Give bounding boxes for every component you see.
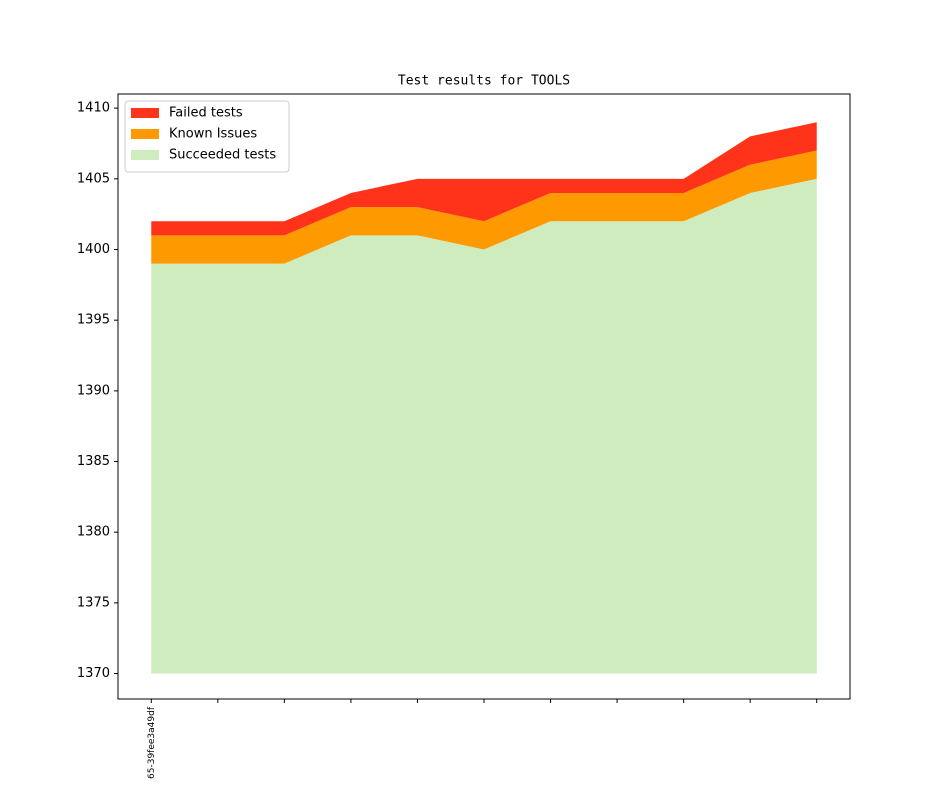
legend-label: Succeeded tests (169, 148, 276, 163)
legend-label: Known Issues (169, 127, 257, 142)
y-tick-label: 1400 (77, 242, 110, 257)
y-tick-label: 1395 (77, 313, 110, 328)
legend-swatch (131, 108, 159, 118)
area (151, 122, 817, 236)
legend-box (124, 100, 290, 173)
y-tick-label: 1410 (77, 101, 110, 116)
legend-label: Failed tests (169, 106, 243, 121)
y-tick-label: 1370 (77, 666, 110, 681)
legend-swatch (131, 150, 159, 160)
y-tick-label: 1385 (77, 454, 110, 469)
y-tick-label: 1390 (77, 383, 110, 398)
x-tick-label: 65-39fee3a49df (147, 706, 157, 779)
y-tick-label: 1380 (77, 525, 110, 540)
chart-title: Test results for TOOLS (398, 74, 570, 89)
y-tick-label: 1375 (77, 595, 110, 610)
area (151, 178, 817, 674)
area (151, 150, 817, 264)
y-tick-label: 1405 (77, 171, 110, 186)
legend: Failed tests Known Issues Succeeded tests (124, 100, 290, 173)
legend-swatch (131, 129, 159, 139)
